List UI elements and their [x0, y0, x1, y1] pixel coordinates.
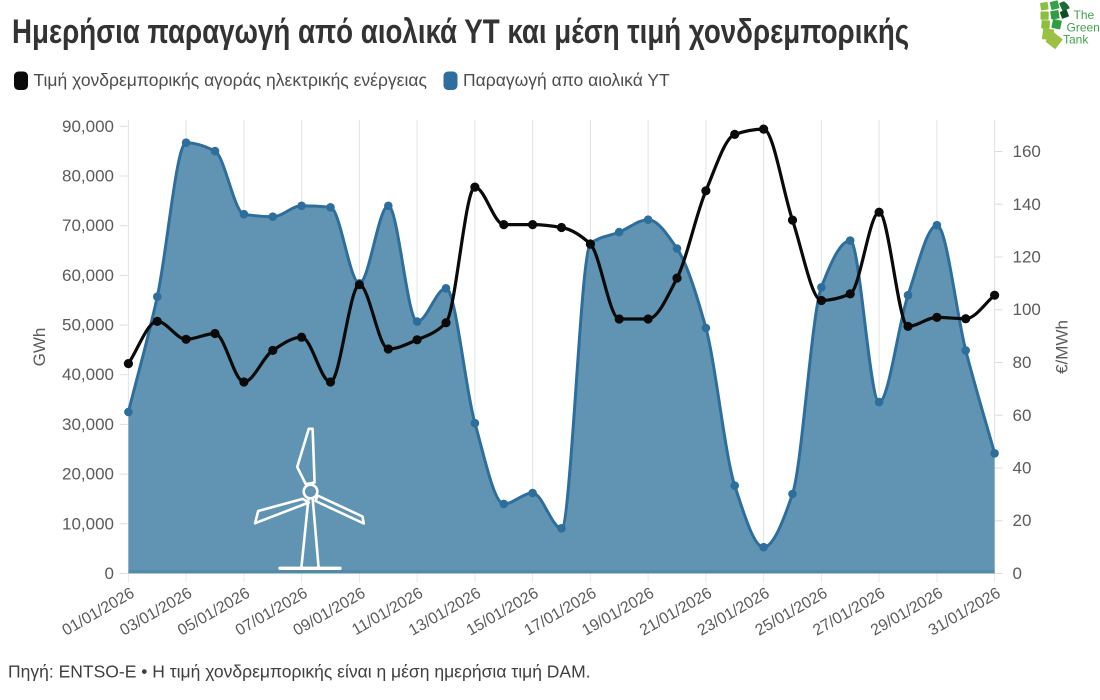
svg-text:40: 40: [1013, 459, 1032, 478]
svg-text:90,000: 90,000: [62, 117, 114, 136]
svg-text:€/MWh: €/MWh: [1053, 320, 1072, 374]
svg-text:30,000: 30,000: [62, 415, 114, 434]
svg-text:Green: Green: [1067, 21, 1100, 35]
svg-text:120: 120: [1013, 248, 1041, 267]
svg-text:Ημερήσια παραγωγή από αιολικά: Ημερήσια παραγωγή από αιολικά ΥΤ και μέσ…: [12, 12, 909, 50]
svg-text:20: 20: [1013, 511, 1032, 530]
svg-text:Tank: Tank: [1063, 33, 1089, 47]
svg-text:The: The: [1074, 8, 1095, 22]
svg-text:Πηγή: ENTSO-E • Η τιμή χονδρεμ: Πηγή: ENTSO-E • Η τιμή χονδρεμπορικής εί…: [8, 662, 591, 682]
svg-text:10,000: 10,000: [62, 514, 114, 533]
svg-text:70,000: 70,000: [62, 216, 114, 235]
svg-text:20,000: 20,000: [62, 465, 114, 484]
svg-text:80,000: 80,000: [62, 167, 114, 186]
svg-text:140: 140: [1013, 195, 1041, 214]
svg-text:160: 160: [1013, 142, 1041, 161]
svg-text:GWh: GWh: [30, 328, 49, 367]
svg-text:0: 0: [1013, 564, 1022, 583]
svg-text:60: 60: [1013, 406, 1032, 425]
svg-text:Παραγωγή απο αιολικά ΥΤ: Παραγωγή απο αιολικά ΥΤ: [463, 70, 670, 90]
svg-text:80: 80: [1013, 353, 1032, 372]
svg-text:0: 0: [105, 564, 114, 583]
svg-text:40,000: 40,000: [62, 365, 114, 384]
svg-text:100: 100: [1013, 300, 1041, 319]
svg-text:60,000: 60,000: [62, 266, 114, 285]
svg-text:50,000: 50,000: [62, 316, 114, 335]
svg-text:Τιμή χονδρεμπορικής αγοράς ηλε: Τιμή χονδρεμπορικής αγοράς ηλεκτρικής εν…: [34, 70, 427, 90]
